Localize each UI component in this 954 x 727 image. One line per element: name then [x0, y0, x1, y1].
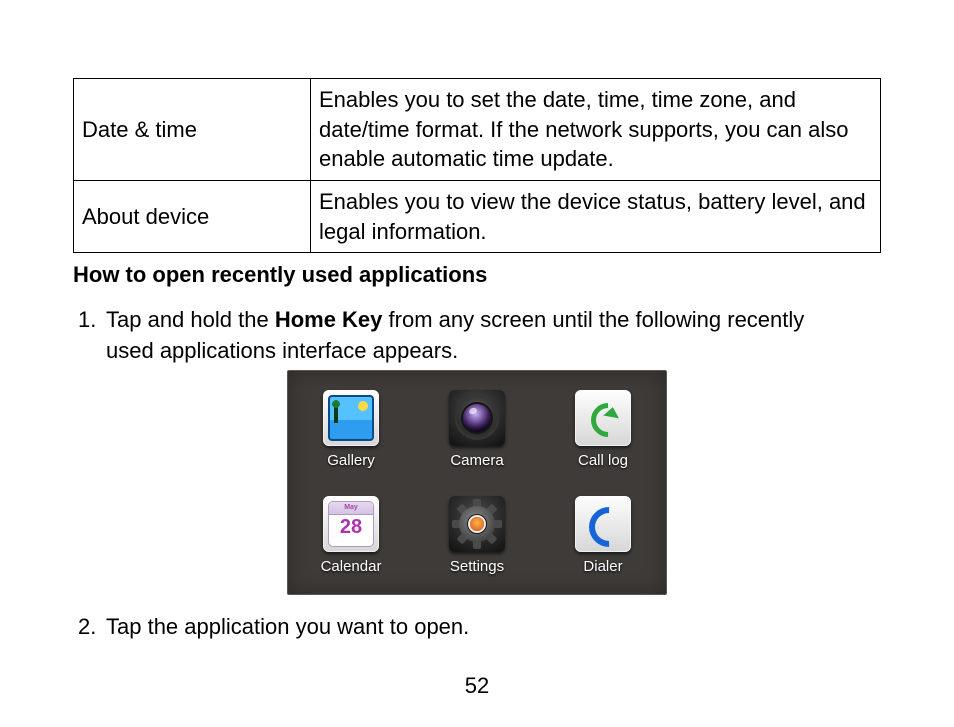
step-text: Tap the application you want to open. — [106, 614, 469, 639]
calendar-month: May — [329, 502, 373, 515]
recent-app-gallery[interactable]: Gallery — [296, 390, 406, 469]
setting-name-cell: Date & time — [74, 79, 311, 181]
app-label: Settings — [450, 558, 504, 575]
recent-app-camera[interactable]: Camera — [422, 390, 532, 469]
app-label: Calendar — [321, 558, 382, 575]
recent-apps-row: Gallery Camera Call log — [288, 390, 666, 469]
app-label: Dialer — [583, 558, 622, 575]
setting-desc-cell: Enables you to view the device status, b… — [311, 181, 881, 253]
page-number: 52 — [0, 673, 954, 699]
recent-app-settings[interactable]: Settings — [422, 496, 532, 575]
settings-icon — [449, 496, 505, 552]
step-text: Tap and hold the Home Key from any scree… — [106, 305, 856, 367]
table-row: About device Enables you to view the dev… — [74, 181, 881, 253]
calendar-day: 28 — [329, 516, 373, 539]
recent-app-call-log[interactable]: Call log — [548, 390, 658, 469]
recent-apps-panel: Gallery Camera Call log May 28 — [287, 370, 667, 595]
instruction-step-2: 2.Tap the application you want to open. — [78, 612, 868, 643]
table-row: Date & time Enables you to set the date,… — [74, 79, 881, 181]
call-log-icon — [575, 390, 631, 446]
dialer-icon — [575, 496, 631, 552]
recent-app-dialer[interactable]: Dialer — [548, 496, 658, 575]
camera-icon — [449, 390, 505, 446]
setting-desc-cell: Enables you to set the date, time, time … — [311, 79, 881, 181]
gallery-icon — [323, 390, 379, 446]
recent-app-calendar[interactable]: May 28 Calendar — [296, 496, 406, 575]
settings-table: Date & time Enables you to set the date,… — [73, 78, 881, 253]
instruction-step-1: 1.Tap and hold the Home Key from any scr… — [78, 305, 868, 367]
step-number: 2. — [78, 612, 106, 643]
document-page: Date & time Enables you to set the date,… — [0, 0, 954, 727]
calendar-icon: May 28 — [323, 496, 379, 552]
app-label: Camera — [450, 452, 503, 469]
setting-name-cell: About device — [74, 181, 311, 253]
app-label: Gallery — [327, 452, 375, 469]
recent-apps-row: May 28 Calendar Settings — [288, 496, 666, 575]
home-key-label: Home Key — [275, 307, 383, 332]
section-heading: How to open recently used applications — [73, 262, 487, 288]
step-number: 1. — [78, 305, 106, 336]
app-label: Call log — [578, 452, 628, 469]
step-text-pre: Tap and hold the — [106, 307, 275, 332]
